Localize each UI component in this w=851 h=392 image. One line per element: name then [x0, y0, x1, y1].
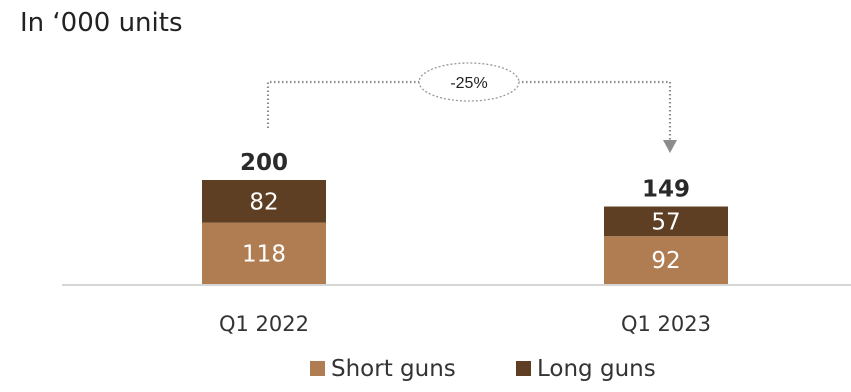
- total-value-label: 149: [642, 177, 690, 203]
- segment-value-label: 82: [249, 189, 278, 215]
- total-value-label: 200: [240, 150, 288, 176]
- segment-value-label: 57: [651, 209, 680, 235]
- change-percent-label: -25%: [450, 75, 487, 92]
- bar-segment-long-guns: [202, 180, 326, 223]
- bar-segment-short-guns: [604, 236, 728, 284]
- segment-value-label: 118: [242, 241, 286, 267]
- bar-segment-short-guns: [202, 222, 326, 284]
- segment-value-label: 92: [651, 248, 680, 274]
- x-tick-label: Q1 2022: [219, 312, 309, 336]
- legend-label-long-guns: Long guns: [537, 356, 656, 382]
- change-label-bubble: [418, 62, 520, 102]
- change-arrowhead: [663, 140, 677, 153]
- change-connector-line: [266, 80, 672, 140]
- unit-subtitle: In ‘000 units: [20, 8, 183, 38]
- x-tick-label: Q1 2023: [621, 312, 711, 336]
- legend-swatch-long-guns: [516, 361, 531, 376]
- bar-segment-long-guns: [604, 206, 728, 237]
- legend-label-short-guns: Short guns: [331, 356, 456, 382]
- legend-swatch-short-guns: [310, 361, 325, 376]
